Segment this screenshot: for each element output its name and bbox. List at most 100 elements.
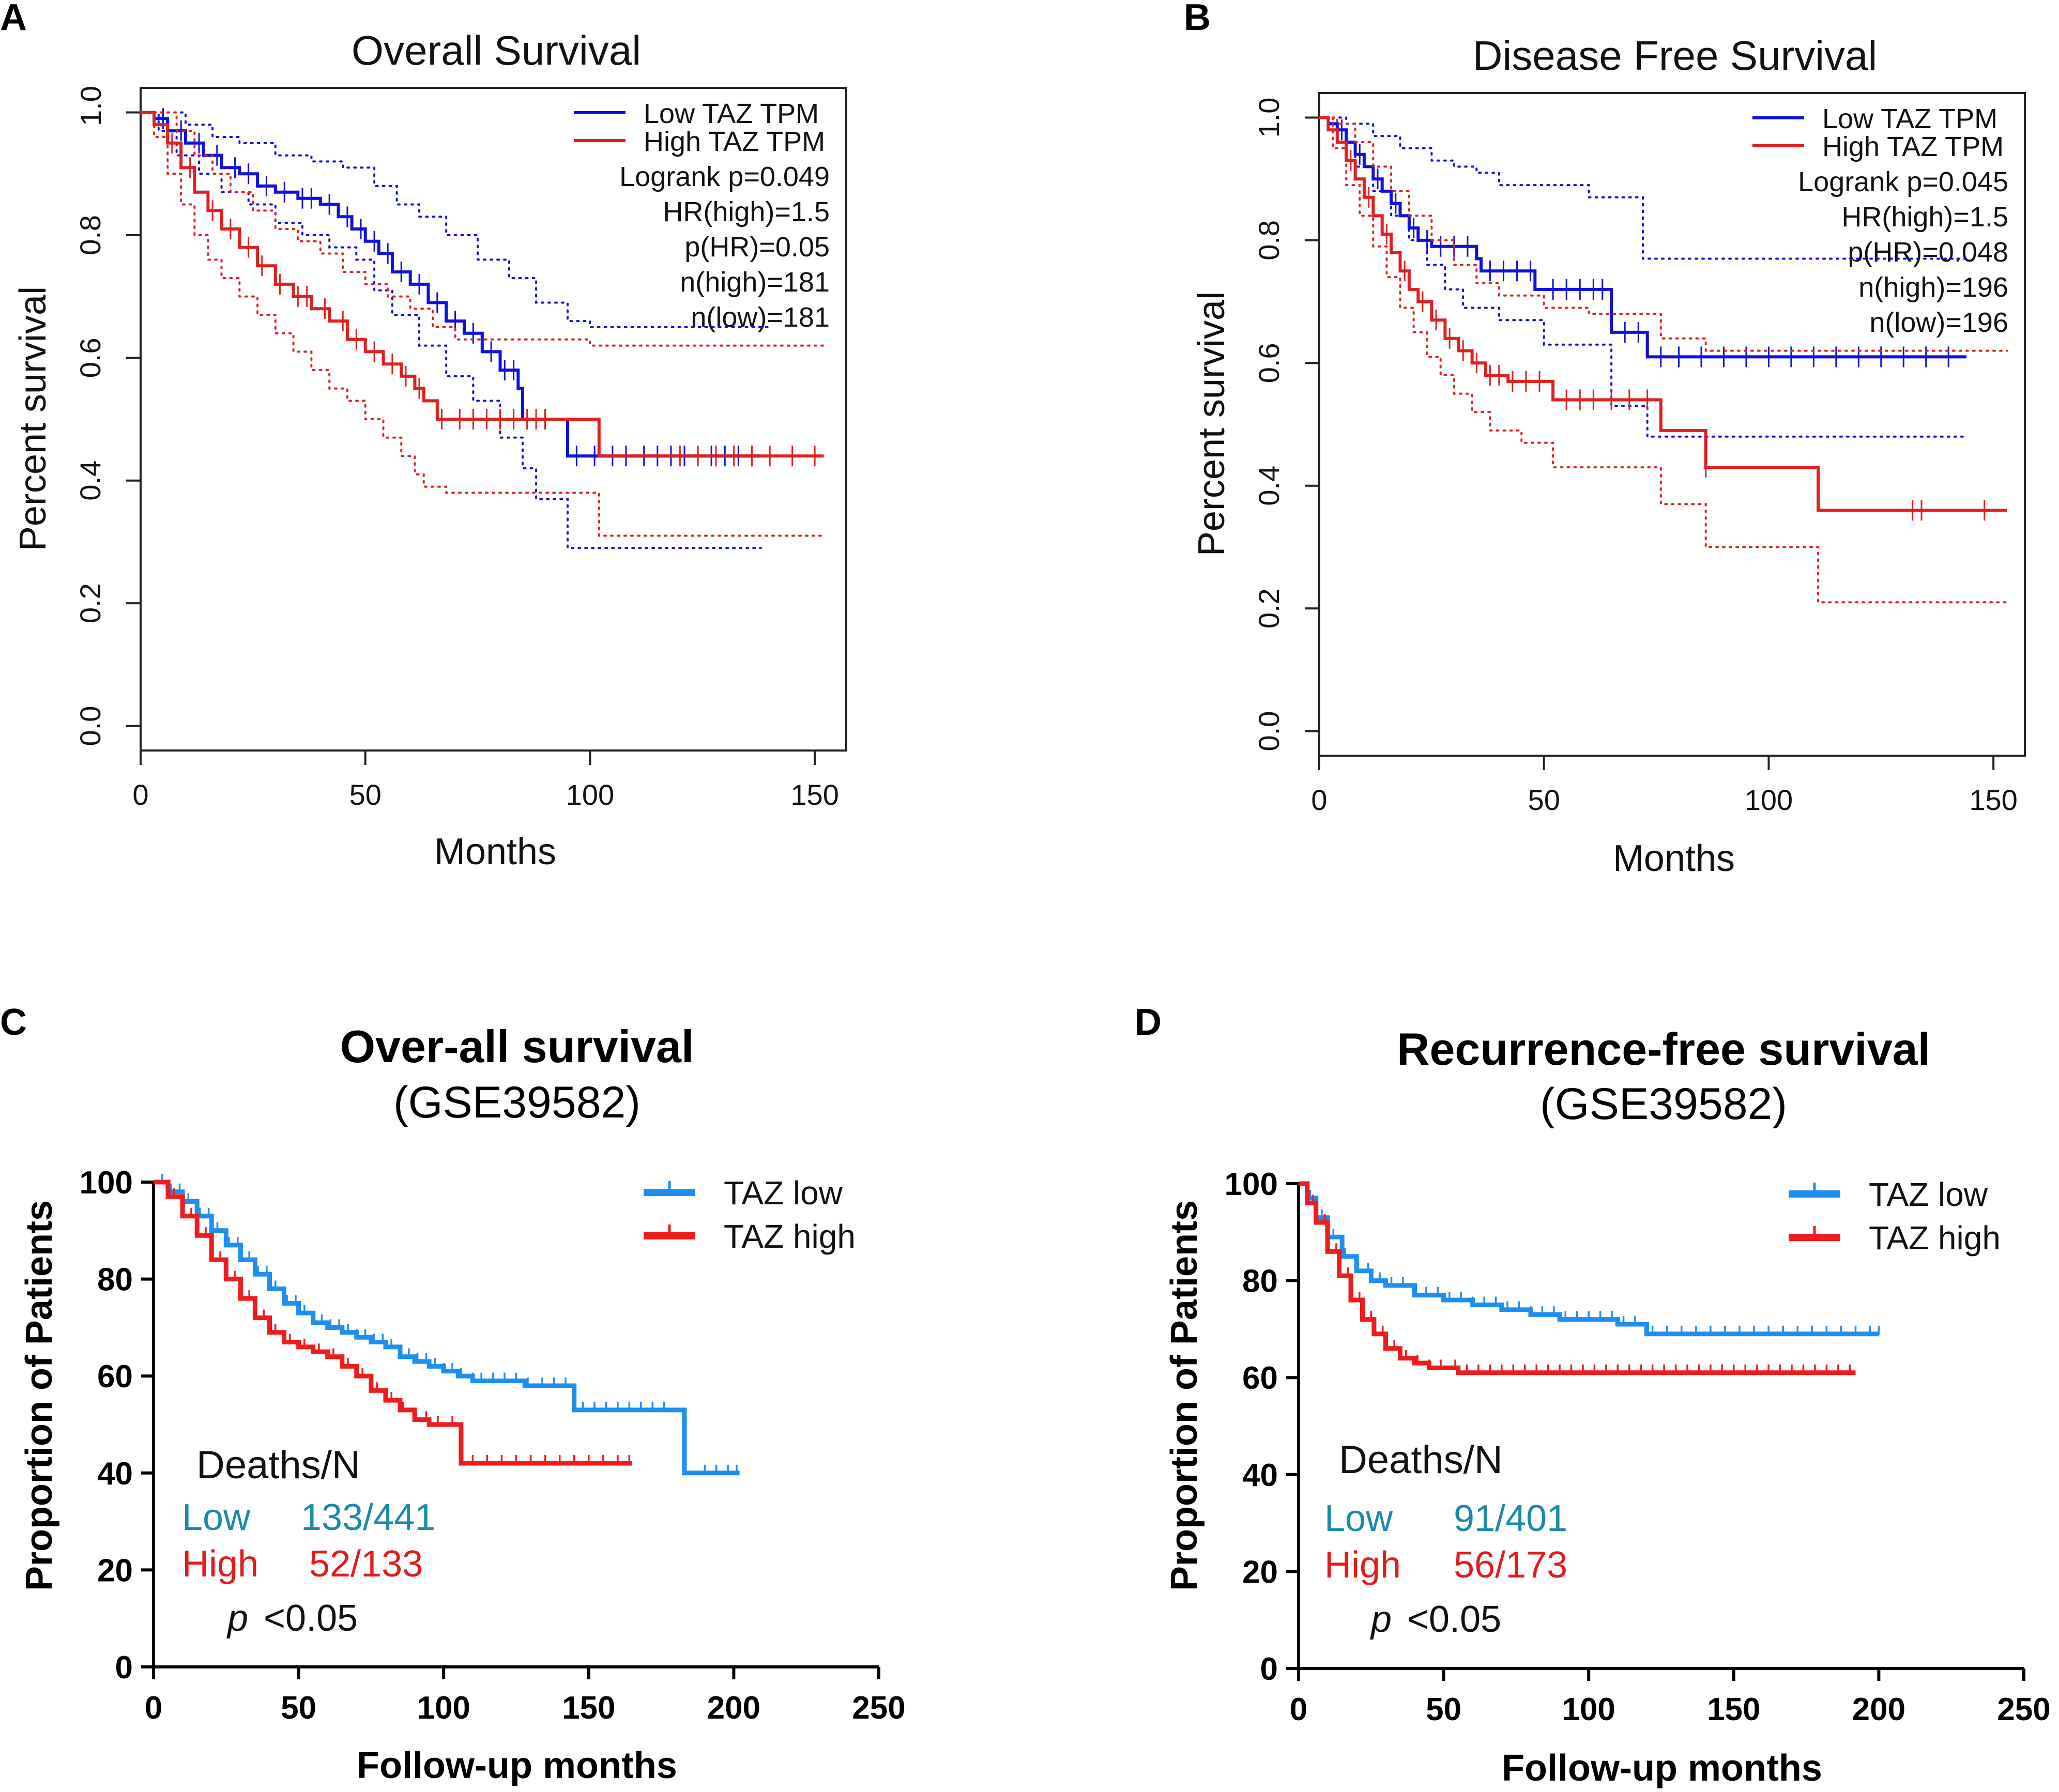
panel-d: D Recurrence-free survival (GSE39582) Pr… bbox=[1135, 1002, 2024, 1789]
stat-logrank-b: Logrank p=0.045 bbox=[1798, 166, 2008, 197]
legend-label-c-low: TAZ low bbox=[724, 1174, 843, 1212]
annotation-p-value-d: <0.05 bbox=[1407, 1599, 1501, 1640]
y-tick-label-b-1: 0.2 bbox=[1253, 588, 1285, 629]
stat-hr-a: HR(high)=1.5 bbox=[663, 196, 830, 227]
panel-label-a: A bbox=[0, 0, 27, 38]
survival-line-a-high bbox=[141, 111, 824, 458]
x-tick-label-d-2: 100 bbox=[1562, 1692, 1615, 1727]
chart-title-d: Recurrence-free survival bbox=[1397, 1023, 1930, 1075]
y-tick-label-c-3: 60 bbox=[97, 1359, 133, 1395]
annotation-high-value-c: 52/133 bbox=[309, 1543, 423, 1585]
annotation-low-value-d: 91/401 bbox=[1454, 1498, 1567, 1539]
stat-nlow-a: n(low)=181 bbox=[691, 302, 830, 333]
survival-line-c-low bbox=[154, 1180, 740, 1476]
y-tick-label-c-0: 0 bbox=[115, 1650, 133, 1686]
annotation-low-label-c: Low bbox=[182, 1497, 251, 1538]
y-tick-label-d-0: 0 bbox=[1260, 1651, 1278, 1687]
y-tick-label-c-5: 100 bbox=[80, 1165, 133, 1201]
x-tick-label-c-5: 250 bbox=[852, 1690, 905, 1726]
x-tick-label-c-3: 150 bbox=[562, 1690, 615, 1726]
x-tick-label-c-4: 200 bbox=[707, 1690, 760, 1726]
x-tick-label-b-2: 100 bbox=[1745, 784, 1793, 816]
annotation-low-value-c: 133/441 bbox=[301, 1497, 435, 1538]
y-axis-label-b: Percent survival bbox=[1191, 292, 1232, 556]
legend-label-c-high: TAZ high bbox=[724, 1218, 856, 1255]
panel-label-d: D bbox=[1135, 1002, 1162, 1043]
annotation-high-label-d: High bbox=[1324, 1544, 1401, 1586]
panel-label-b: B bbox=[1184, 0, 1211, 38]
chart-marks-a: 0 50 100 150 0.0 0.2 0.4 0.6 0.8 bbox=[74, 108, 839, 811]
legend-label-a-high: High TAZ TPM bbox=[644, 126, 825, 157]
stat-nhigh-a: n(high)=181 bbox=[680, 267, 830, 298]
y-tick-label-a-2: 0.4 bbox=[74, 461, 106, 501]
y-tick-a-1.0: 1.0 bbox=[74, 86, 107, 126]
y-tick-label-a-0: 0.0 bbox=[74, 706, 106, 746]
legend-label-d-low: TAZ low bbox=[1869, 1176, 1988, 1213]
y-tick-label-d-2: 40 bbox=[1242, 1458, 1278, 1493]
annotation-high-label-c: High bbox=[182, 1543, 258, 1585]
x-tick-label-d-5: 250 bbox=[1997, 1692, 2050, 1727]
panel-c: C Over-all survival (GSE39582) Proportio… bbox=[0, 1002, 879, 1786]
x-tick-label-d-1: 50 bbox=[1426, 1692, 1461, 1727]
x-tick-label-d-0: 0 bbox=[1290, 1692, 1307, 1727]
survival-line-c-high bbox=[154, 1180, 632, 1466]
survival-line-d-high bbox=[1299, 1181, 1856, 1375]
x-tick-label-b-0: 0 bbox=[1311, 784, 1327, 816]
panel-label-c: C bbox=[0, 1002, 27, 1043]
x-tick-label-c-1: 50 bbox=[281, 1690, 316, 1726]
survival-line-b-high bbox=[1319, 116, 2007, 512]
legend-b: Low TAZ TPM High TAZ TPM Logrank p=0.045… bbox=[1752, 103, 2008, 338]
y-tick-label-b-0: 0.0 bbox=[1253, 711, 1285, 752]
ci-lower-a-high bbox=[140, 111, 825, 537]
ci-upper-a-low bbox=[140, 111, 771, 328]
chart-title-b: Disease Free Survival bbox=[1473, 33, 1878, 79]
legend-a: Low TAZ TPM High TAZ TPM Logrank p=0.049… bbox=[574, 98, 830, 333]
y-tick-label-d-4: 80 bbox=[1242, 1264, 1278, 1299]
ci-lower-b-high bbox=[1318, 116, 2008, 604]
x-tick-label-a-3: 150 bbox=[790, 778, 838, 811]
panel-a: A Overall Survival 1.0 Percent survival … bbox=[0, 0, 847, 872]
plot-frame-b bbox=[1318, 92, 2026, 757]
annotation-header-c: Deaths/N bbox=[196, 1443, 360, 1487]
y-tick-label-a-3: 0.6 bbox=[74, 338, 106, 378]
chart-title-c: Over-all survival bbox=[340, 1021, 694, 1072]
legend-c: TAZ low TAZ high bbox=[644, 1174, 856, 1255]
annotation-p-label-d: p bbox=[1370, 1599, 1392, 1640]
y-axis-label-c: Proportion of Patients bbox=[19, 1200, 60, 1591]
x-tick-label-d-4: 200 bbox=[1852, 1692, 1905, 1727]
y-tick-label-b-4: 0.8 bbox=[1253, 220, 1285, 261]
chart-marks-c: 0 50 100 150 200 250 0 20 40 60 80 100 bbox=[80, 1165, 906, 1726]
y-axis-label-d: Proportion of Patients bbox=[1164, 1200, 1205, 1591]
y-tick-label-a-4: 0.8 bbox=[74, 215, 106, 255]
ci-upper-a-high bbox=[140, 111, 825, 347]
ci-upper-b-low bbox=[1318, 116, 1968, 260]
stat-logrank-a: Logrank p=0.049 bbox=[619, 161, 830, 192]
legend-label-b-low: Low TAZ TPM bbox=[1822, 103, 1997, 134]
panel-b: B Disease Free Survival Percent survival… bbox=[1184, 0, 2026, 879]
x-tick-label-b-1: 50 bbox=[1528, 784, 1560, 816]
legend-d: TAZ low TAZ high bbox=[1789, 1176, 2001, 1257]
legend-label-b-high: High TAZ TPM bbox=[1822, 131, 2004, 162]
x-tick-label-b-3: 150 bbox=[1969, 784, 2017, 816]
annotation-c: Deaths/N Low 133/441 High 52/133 p <0.05 bbox=[182, 1443, 435, 1639]
x-axis-label-c: Follow-up months bbox=[357, 1745, 677, 1786]
x-tick-label-c-2: 100 bbox=[417, 1690, 470, 1726]
chart-marks-b: 0 50 100 150 0.0 0.2 0.4 0.6 0.8 1.0 bbox=[1253, 98, 2018, 816]
y-tick-label-d-1: 20 bbox=[1242, 1554, 1278, 1590]
y-tick-label-c-1: 20 bbox=[97, 1553, 133, 1588]
y-tick-label-b-5: 1.0 bbox=[1253, 98, 1285, 138]
annotation-p-value-c: <0.05 bbox=[264, 1598, 358, 1639]
x-axis-label-a: Months bbox=[434, 831, 556, 872]
x-axis-label-d: Follow-up months bbox=[1502, 1748, 1822, 1789]
stat-phr-a: p(HR)=0.05 bbox=[684, 232, 830, 263]
stat-nlow-b: n(low)=196 bbox=[1869, 307, 2008, 338]
stat-phr-b: p(HR)=0.048 bbox=[1848, 237, 2008, 268]
stat-hr-b: HR(high)=1.5 bbox=[1841, 202, 2008, 233]
chart-marks-d: 0 50 100 150 200 250 0 20 40 60 80 100 bbox=[1225, 1167, 2051, 1727]
annotation-high-value-d: 56/173 bbox=[1454, 1544, 1567, 1586]
y-tick-label-d-3: 60 bbox=[1242, 1360, 1278, 1396]
ci-upper-b-high bbox=[1318, 116, 2008, 352]
ci-lower-a-low bbox=[140, 111, 762, 549]
